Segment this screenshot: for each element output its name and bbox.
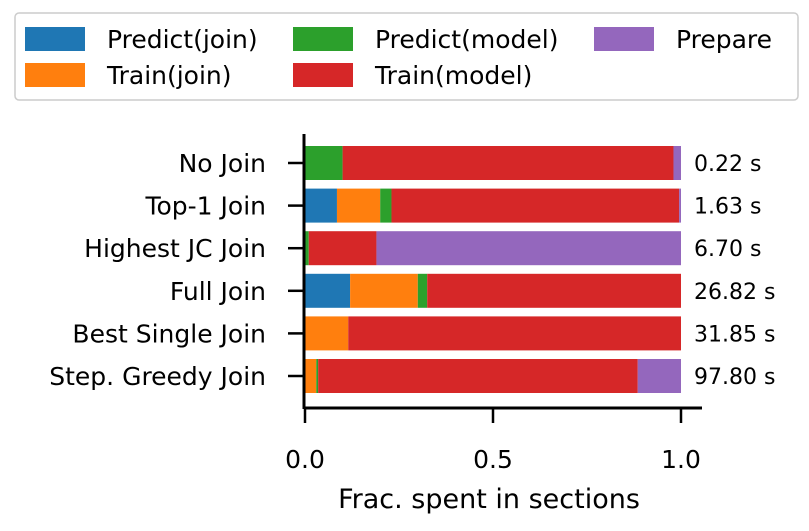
bar-segment-6-4 [318, 359, 638, 393]
bar-segment-2-5 [679, 188, 681, 223]
bar-segment-4-1 [305, 273, 351, 308]
bar-segment-5-2 [305, 316, 349, 351]
category-label-2: Top-1 Join [144, 192, 266, 221]
legend-label-1: Predict(join) [107, 25, 258, 54]
category-label-3: Highest JC Join [84, 234, 266, 263]
x-tick-label-1: 0.0 [285, 445, 325, 474]
runtime-label-6: 97.80 s [694, 365, 775, 390]
runtime-label-5: 31.85 s [694, 322, 775, 347]
category-label-6: Step. Greedy Join [49, 362, 266, 391]
legend-swatch-2 [25, 63, 85, 87]
x-tick-label-3: 1.0 [661, 445, 701, 474]
legend-label-3: Predict(model) [375, 25, 558, 54]
category-label-5: Best Single Join [72, 319, 266, 348]
x-axis-label: Frac. spent in sections [338, 484, 640, 515]
legend-swatch-1 [25, 27, 85, 51]
category-label-4: Full Join [170, 277, 266, 306]
legend-label-5: Prepare [676, 25, 772, 54]
axes: 0.0 0.5 1.0 [285, 134, 702, 474]
runtime-label-1: 0.22 s [694, 152, 761, 177]
bar-segment-4-2 [350, 273, 418, 308]
bar-segment-1-4 [342, 146, 674, 180]
bar-segment-3-3 [305, 231, 309, 266]
legend: Predict(join) Train(join) Predict(model) Tr… [14, 12, 799, 101]
runtime-label-4: 26.82 s [694, 280, 775, 305]
bar-segment-4-4 [427, 273, 681, 308]
legend-label-2: Train(join) [106, 61, 232, 90]
bar-segment-6-2 [305, 359, 317, 393]
legend-swatch-5 [594, 27, 654, 51]
category-labels: No Join Top-1 Join Highest JC Join Full Joi… [49, 149, 266, 391]
bar-segment-2-4 [391, 188, 680, 223]
legend-swatch-4 [293, 63, 353, 87]
category-label-1: No Join [179, 149, 266, 178]
bar-segment-6-3 [316, 359, 319, 393]
runtime-label-2: 1.63 s [694, 195, 761, 220]
bar-segment-2-3 [380, 188, 392, 223]
runtime-label-3: 6.70 s [694, 237, 761, 262]
bar-segment-5-4 [348, 316, 681, 351]
runtime-labels: 0.22 s 1.63 s 6.70 s 26.82 s 31.85 s 97.80 s [694, 152, 775, 390]
legend-swatch-3 [293, 27, 353, 51]
bar-segment-2-1 [305, 188, 337, 223]
bars-group [305, 146, 681, 393]
bar-segment-1-3 [305, 146, 343, 180]
bar-segment-2-2 [336, 188, 381, 223]
bar-segment-3-4 [308, 231, 377, 266]
bar-segment-6-5 [637, 359, 681, 393]
bar-segment-1-5 [673, 146, 681, 180]
bar-segment-4-3 [417, 273, 428, 308]
bar-segment-3-5 [376, 231, 681, 266]
legend-label-4: Train(model) [374, 61, 532, 90]
x-tick-label-2: 0.5 [473, 445, 513, 474]
